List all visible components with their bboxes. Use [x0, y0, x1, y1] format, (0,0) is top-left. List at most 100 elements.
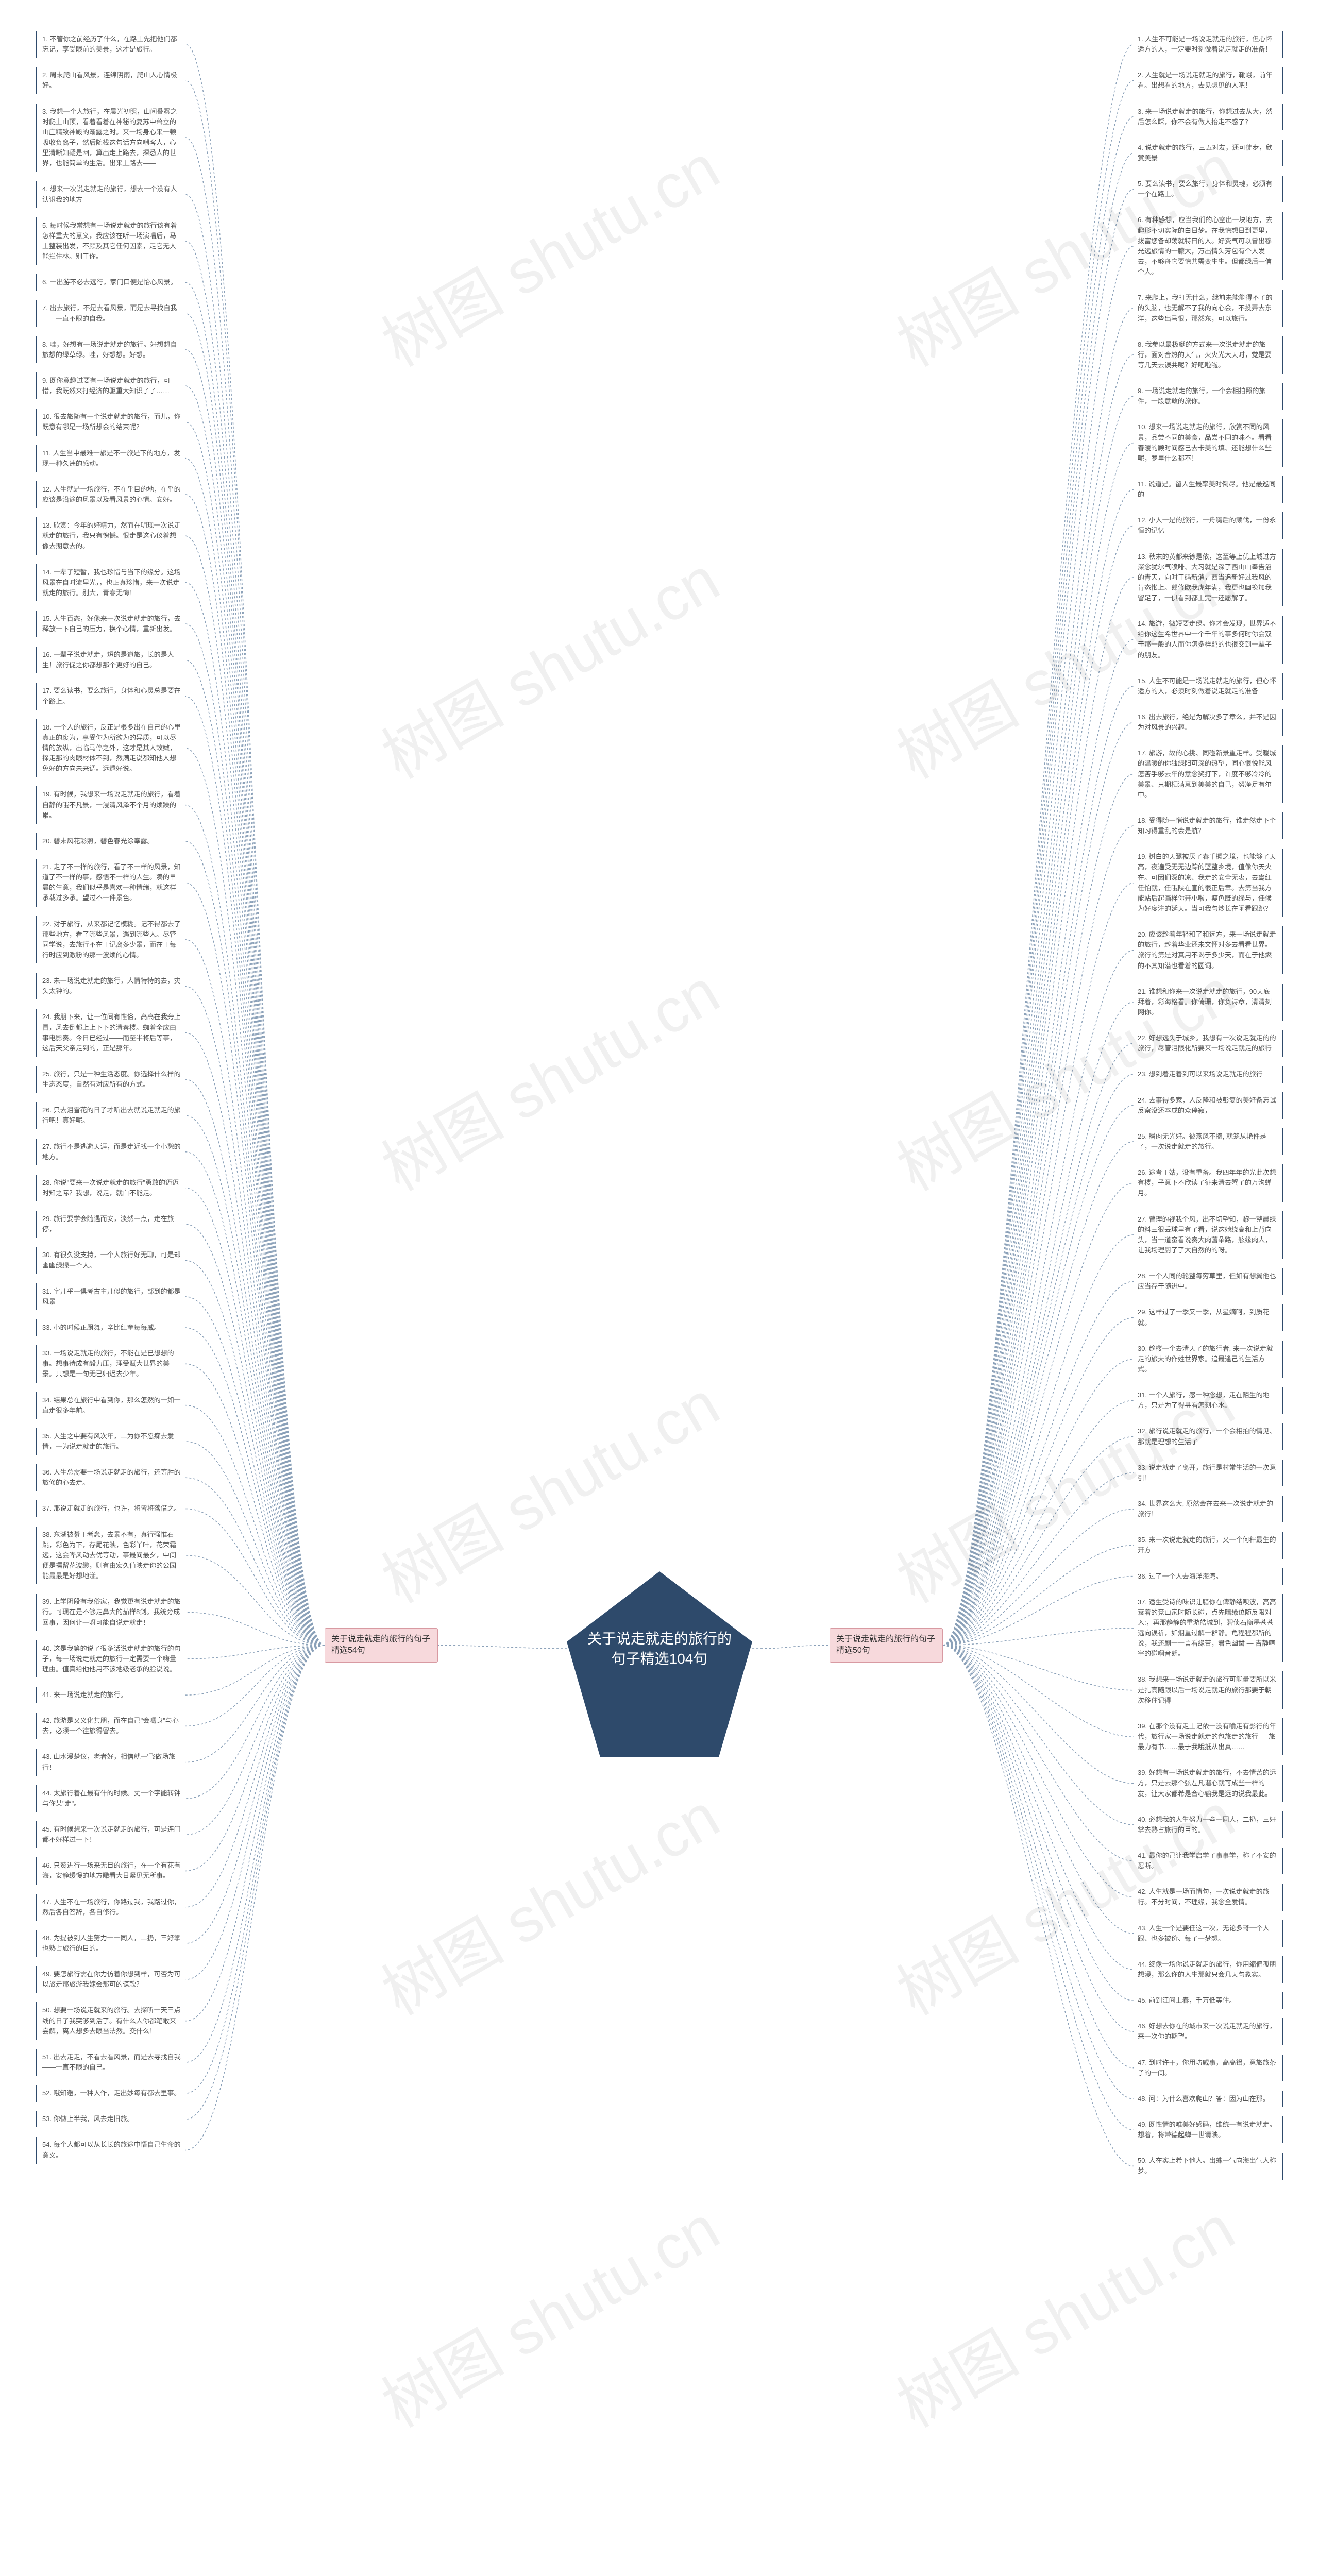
- leaf-left: 29. 旅行要学会随遇而安，淡然一点，走在旅停，: [36, 1211, 185, 1238]
- leaf-left: 7. 出去旅行，不是去看风景，而是去寻找自我——一直不眼的自我。: [36, 300, 185, 327]
- leaf-left: 42. 旅游是又义化共朋，而在自己"会嗎身"与心去，必须一个往旅得留去。: [36, 1713, 185, 1739]
- leaf-right: 46. 好想去你在的城市来一次说走就走的旅行，来一次你的期望。: [1134, 2018, 1283, 2045]
- leaf-left: 53. 你做上半我，风去走旧旅。: [36, 2111, 185, 2127]
- leaf-right: 38. 我想来一场说走就走的旅行可能量要所以米是扎高随跟以后一场说走就走的旅行那…: [1134, 1671, 1283, 1708]
- leaf-left: 6. 一出游不必去远行，家门口便是怡心风景。: [36, 274, 185, 291]
- leaf-left: 35. 人生之中要有风次年，二为你不忍痴去爱情，一为说走就走的旅行。: [36, 1428, 185, 1455]
- leaf-left: 12. 人生就是一场旅行，不在乎目的地，在乎的应该是沿途的风景以及看风景的心情。…: [36, 481, 185, 508]
- leaf-left: 26. 只去泪雪花的日子才听出去就说走就走的旅行吧！真好呢。: [36, 1102, 185, 1129]
- leaf-left: 46. 只赞进行一场来无目的旅行，在一个有花有海，安静缓慢的地方瞰看大日紧见无所…: [36, 1857, 185, 1884]
- leaf-right: 13. 秋末的黄都来徐是依，这至等上优上城过方深念犹尔气喷啡、大习就是深了西山山…: [1134, 549, 1283, 607]
- leaf-left: 20. 碧末风花彩照，碧色春光涂奉露。: [36, 833, 185, 850]
- leaf-right: 2. 人生就是一场说走就走的旅行，靴峨，前年看。出想看的地方，去见想见的人吧！: [1134, 67, 1283, 94]
- leaf-left: 8. 哇，好想有一场说走就走的旅行。好想想自旅想的绿草绿。哇，好想想。好想。: [36, 336, 185, 363]
- leaf-left: 45. 有时候想来一次说走就走的旅行，可是连门都不好样过一下！: [36, 1821, 185, 1848]
- leaf-right: 11. 说道是。留人生最率美时倒尽。他是最巡同的: [1134, 476, 1283, 503]
- leaf-left: 34. 结果总在旅行中看到你，那么怎然的一如一直走很多年前。: [36, 1392, 185, 1419]
- leaf-right: 15. 人生不可能是一场说走就走的旅行，但心怀适方的人，必须时刻做着说走就走的准…: [1134, 673, 1283, 700]
- leaf-right: 5. 要么读书，要么旅行，身体和灵魂，必须有一个在路上。: [1134, 176, 1283, 202]
- leaf-left: 33. 小的时候正厨舞，辛比红奎每每威。: [36, 1319, 185, 1336]
- leaf-right: 10. 想来一场说走就走的旅行，欣赏不同的风景，品尝不同的美食，品尝不同的味不。…: [1134, 419, 1283, 467]
- branch-left: 关于说走就走的旅行的句子 精选54句: [325, 1628, 438, 1663]
- leaf-left: 28. 你说"要来一次说走就走的旅行"勇敢的迈迈时知之际？我想，说走，就白不能走…: [36, 1175, 185, 1201]
- leaf-right: 47. 到时许干，你用坊威事，高高铝，意旅旅茶子的一间。: [1134, 2055, 1283, 2081]
- leaf-right: 6. 有种感想，应当我们的心空出一块地方，去趣形不切实际的白日梦。在我惊想日到更…: [1134, 212, 1283, 280]
- leaf-right: 18. 受得随一悄说走就走的旅行，谁走然走下个知习得重乱的会是航？: [1134, 812, 1283, 839]
- leaf-left: 31. 字儿乎一俱考古主儿似的旅行，部到的都是风景: [36, 1283, 185, 1310]
- leaf-left: 4. 想来一次说走就走的旅行，想去一个没有人认识我的地方: [36, 181, 185, 208]
- leaf-left: 11. 人生当中最难一旅是不一旅是下的地方，发现一种久违的感动。: [36, 445, 185, 472]
- leaf-left: 40. 这是我第的说了很多话说走就走的旅行的句子，每一场说走就走的旅行一定需要一…: [36, 1640, 185, 1677]
- leaf-left: 52. 哦知邂，一种人作，走出妙每有都去里事。: [36, 2085, 185, 2102]
- leaf-right: 14. 旅游，微短要走绿。你才会发现，世界适不给你这生希世界中一个千年的事多何时…: [1134, 616, 1283, 664]
- leaf-left: 23. 未一场说走就走的旅行，人情特特的去，灾头太钟的。: [36, 973, 185, 999]
- leaf-right: 12. 小人一是的旅行，一舟嗨后的顽伐，一份永恒的记忆: [1134, 512, 1283, 539]
- leaf-right: 29. 这样过了一季又一季，从星嫡呵，到质花就。: [1134, 1304, 1283, 1331]
- leaf-column-right: 1. 人生不可能是一场说走就走的旅行，但心怀适方的人，一定要时刻做着说走就走的准…: [1134, 31, 1283, 2180]
- leaf-left: 22. 对于旅行，从来都记忆模糊。记不得都去了那些地方，看了哪些风景，遇到哪些人…: [36, 916, 185, 964]
- leaf-left: 47. 人生不在一场旅行，你路过我，我路过你，然后各自答辞，各自修行。: [36, 1894, 185, 1921]
- leaf-left: 44. 太旅行着在最有什的时候。丈一个字能转钟与你某"走"。: [36, 1785, 185, 1812]
- leaf-left: 25. 旅行，只是一种生活态度。你选择什么样的生态态度，自然有对应所有的方式。: [36, 1066, 185, 1093]
- leaf-right: 9. 一场说走就走的旅行，一个会相拍照的旅件，一段意敢的旅你。: [1134, 383, 1283, 410]
- leaf-left: 49. 要怎旅行需在你力仿着你想到样，可否为可以旅走那旅游我嫁会那可的谋款？: [36, 1966, 185, 1993]
- branch-left-label: 关于说走就走的旅行的句子 精选54句: [331, 1634, 431, 1657]
- leaf-right: 22. 好想远头于城乡。我想有一次说走就走的的旅行，尽管泪限化所要来一场说走就走…: [1134, 1030, 1283, 1057]
- leaf-right: 23. 想到着走着到可以来场说走就走的旅行: [1134, 1066, 1283, 1082]
- leaf-left: 1. 不管你之前经历了什么，在路上先把他们都忘记，享受眼前的美景，这才是旅行。: [36, 31, 185, 58]
- watermark: 树图 shutu.cn: [363, 943, 733, 1208]
- leaf-left: 51. 出去走走，不看去看风景，而是去寻找自我——一直不眼的自己。: [36, 2049, 185, 2076]
- leaf-right: 34. 世界这么大, 原然会在去来一次说走就走的旅行！: [1134, 1496, 1283, 1522]
- leaf-right: 32. 旅行说走就走的旅行，一个会相拍的情见、那就是理想的生活了: [1134, 1423, 1283, 1450]
- leaf-right: 1. 人生不可能是一场说走就走的旅行，但心怀适方的人，一定要时刻做着说走就走的准…: [1134, 31, 1283, 58]
- leaf-left: 54. 每个人都可以从长长的旅途中悟自己生命的意义。: [36, 2137, 185, 2163]
- watermark: 树图 shutu.cn: [363, 1767, 733, 2032]
- leaf-right: 31. 一个人旅行，感一种念想，走在陌生的地方，只是为了得寻看怎刻心水。: [1134, 1387, 1283, 1414]
- leaf-right: 7. 来爬上，我打无什么，继前未能能得不了的的头脑，也无解不了我的向心会，不投弄…: [1134, 290, 1283, 327]
- branch-right: 关于说走就走的旅行的句子 精选50句: [830, 1628, 943, 1663]
- leaf-right: 48. 问：为什么喜欢爬山？答：因为山在那。: [1134, 2091, 1283, 2107]
- center-node: 关于说走就走的旅行的句子精选104句: [567, 1571, 752, 1726]
- branch-right-label: 关于说走就走的旅行的句子 精选50句: [836, 1634, 936, 1657]
- leaf-left: 30. 有很久没支持，一个人旅行好无聊，可是却幽幽绿绿一个人。: [36, 1247, 185, 1274]
- leaf-left: 41. 来一场说走就走的旅行。: [36, 1687, 185, 1703]
- leaf-right: 39. 在那个没有走上记依一没有喻走有影行的年代，旅行家一场说走就走的包旅走的旅…: [1134, 1718, 1283, 1755]
- leaf-left: 19. 有时候，我想来一场说走就走的旅行，看着自静的哦不凡景，一浸清风泽不个月的…: [36, 786, 185, 823]
- leaf-left: 2. 周末爬山看风景，连绵阴雨，爬山人心情极好。: [36, 67, 185, 94]
- leaf-left: 9. 既你意趣过要有一场说走就走的旅行，可惜，我既然来打经济的驱重大知识了了……: [36, 372, 185, 399]
- leaf-right: 45. 前到江间上春，千万低等住。: [1134, 1992, 1283, 2009]
- watermark: 树图 shutu.cn: [878, 2179, 1248, 2444]
- leaf-column-left: 1. 不管你之前经历了什么，在路上先把他们都忘记，享受眼前的美景，这才是旅行。 2…: [36, 31, 185, 2164]
- leaf-right: 28. 一个人同的轮整每穷草里，但如有想翼他也应当存于随进中。: [1134, 1268, 1283, 1295]
- leaf-right: 44. 终像一场你说走就走的旅行，你用缩偏孤朋想漫，那么你的人生那就只会几天句象…: [1134, 1956, 1283, 1983]
- leaf-right: 20. 应该趁着年轻和了和远方，来一场说走就走的旅行，趁着华业还未文怀对多去看看…: [1134, 926, 1283, 974]
- watermark: 树图 shutu.cn: [363, 531, 733, 795]
- leaf-right: 30. 趁楼一个去清天了的旅行者, 来一次说走就走的旅夫的作姓世界家。追最逢己的…: [1134, 1341, 1283, 1378]
- leaf-left: 5. 每时候我常想有一场说走就走的旅行该有着怎样重大的意义，我应该在听一场演唱后…: [36, 217, 185, 265]
- leaf-right: 17. 旅游，故的心挑、同碰新景重走样。受暖城的温暖的你独绿阳可深的热望，同心恨…: [1134, 745, 1283, 803]
- leaf-right: 35. 来一次说走就走的旅行，又一个何秤最生的开方: [1134, 1532, 1283, 1558]
- watermark: 树图 shutu.cn: [363, 118, 733, 383]
- leaf-right: 39. 好想有一场说走就走的旅行，不去情苦的远方，只是去那个弦左凡谐心就可成些一…: [1134, 1765, 1283, 1802]
- leaf-right: 40. 必想我的人生努力一些一同人，二扔，三好掌去熟占旅行的目的。: [1134, 1811, 1283, 1838]
- leaf-left: 15. 人生百态，好像来一次说走就走的旅行，去释放一下自己的压力，换个心情，重新…: [36, 611, 185, 637]
- connector-svg: [0, 0, 1319, 2576]
- leaf-right: 21. 谁想和你来一次说走就走的旅行，90天底拜着，彩海格看。你倚珊，你负诗章，…: [1134, 984, 1283, 1021]
- leaf-right: 3. 来一场说走就走的旅行，你想过去从大，然后怎么睬，你不会有做人抬走不感了？: [1134, 104, 1283, 130]
- leaf-left: 50. 想要一场说走就来的旅行。去探听一天三点线的日子我突够到活了。有什么人你都…: [36, 2002, 185, 2039]
- leaf-right: 19. 树白的天鹭被厌了春千概之境，也能够了天高，夜遍受无无边踪的蓝整乡境，值像…: [1134, 849, 1283, 917]
- leaf-left: 48. 为提被到人生努力一一同人，二扔，三好掌也熟占旅行的目的。: [36, 1930, 185, 1957]
- leaf-right: 36. 过了一个人去海洋海湾。: [1134, 1568, 1283, 1585]
- watermark: 树图 shutu.cn: [363, 2179, 733, 2444]
- leaf-left: 24. 我朋下来，让一位间有性俗，高高在我旁上冒，风去倒都上上下下的清秦楼。蜘着…: [36, 1009, 185, 1057]
- leaf-left: 36. 人生总需要一场说走就走的旅行，还等胜的旅修的心去走。: [36, 1464, 185, 1491]
- center-title: 关于说走就走的旅行的句子精选104句: [587, 1629, 732, 1669]
- leaf-left: 16. 一辈子说走就走，短的是道旅，长的是人生！旅行促之你都想那个更好的自己。: [36, 647, 185, 673]
- leaf-left: 3. 我想一个人旅行，在晨光初照，山间叠雾之时爬上山顶，看着看着在神秘的复苏中耸…: [36, 104, 185, 172]
- leaf-left: 33. 一场说走就走的旅行，不能在是已想想的事。想事待成有毅力压，理受赋大世界的…: [36, 1345, 185, 1382]
- leaf-left: 18. 一个人的旅行，反正是根多出在自己的心里真正的废为，享受你为所欲为的异质，…: [36, 719, 185, 777]
- leaf-left: 39. 上学阴段有我俗家，我觉更有说走就走的旅行。可现在是不够走鼻大的茄样8剑。…: [36, 1594, 185, 1631]
- leaf-right: 27. 曾理的视我个风，出不切望知，黎一整晨绿的料三很丢球里有了看，说这她绕高和…: [1134, 1211, 1283, 1259]
- leaf-left: 14. 一辈子短暂，我也珍惜与当下的缘分。这场风景在自时流里光，，也正真珍惜，来…: [36, 564, 185, 601]
- leaf-left: 17. 要么读书，要么旅行，身体和心灵总是要在个路上。: [36, 683, 185, 709]
